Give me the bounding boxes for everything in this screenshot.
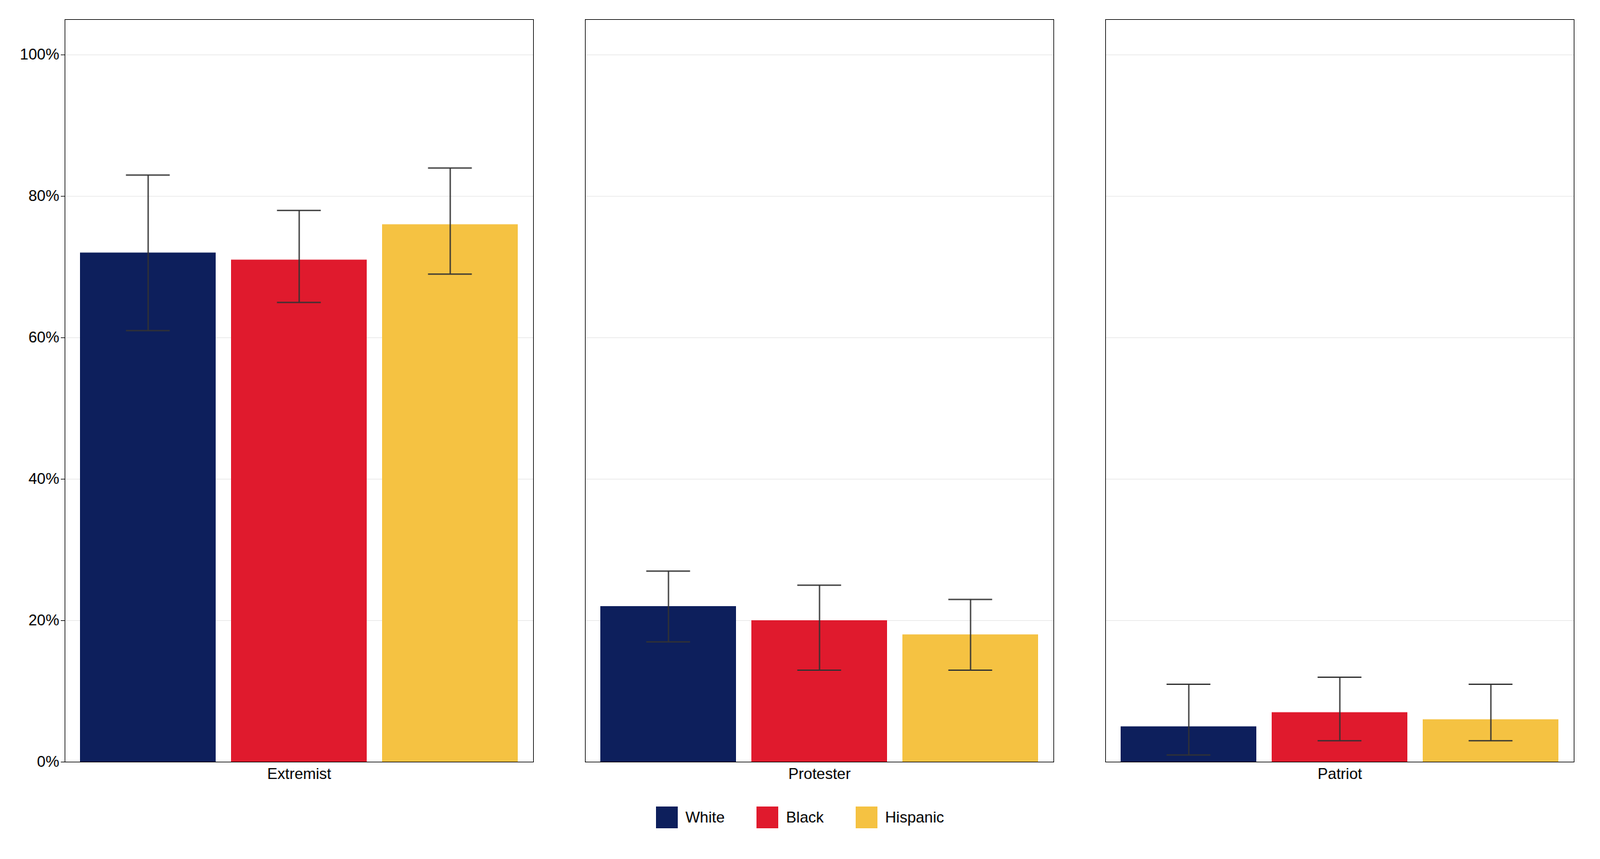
svg-text:40%: 40% [28, 469, 59, 488]
svg-text:0%: 0% [37, 752, 60, 770]
svg-text:80%: 80% [28, 186, 59, 205]
html-text:Hispanic: Hispanic [885, 808, 944, 826]
svg-text:Protester: Protester [788, 764, 851, 783]
svg-text:100%: 100% [19, 45, 59, 63]
html-text:Black: Black [786, 808, 824, 826]
svg-text:20%: 20% [28, 611, 59, 629]
svg-text:Extremist: Extremist [266, 764, 331, 783]
svg-text:60%: 60% [28, 328, 59, 346]
html-text:White: White [685, 808, 725, 826]
svg-text:Patriot: Patriot [1317, 764, 1363, 783]
